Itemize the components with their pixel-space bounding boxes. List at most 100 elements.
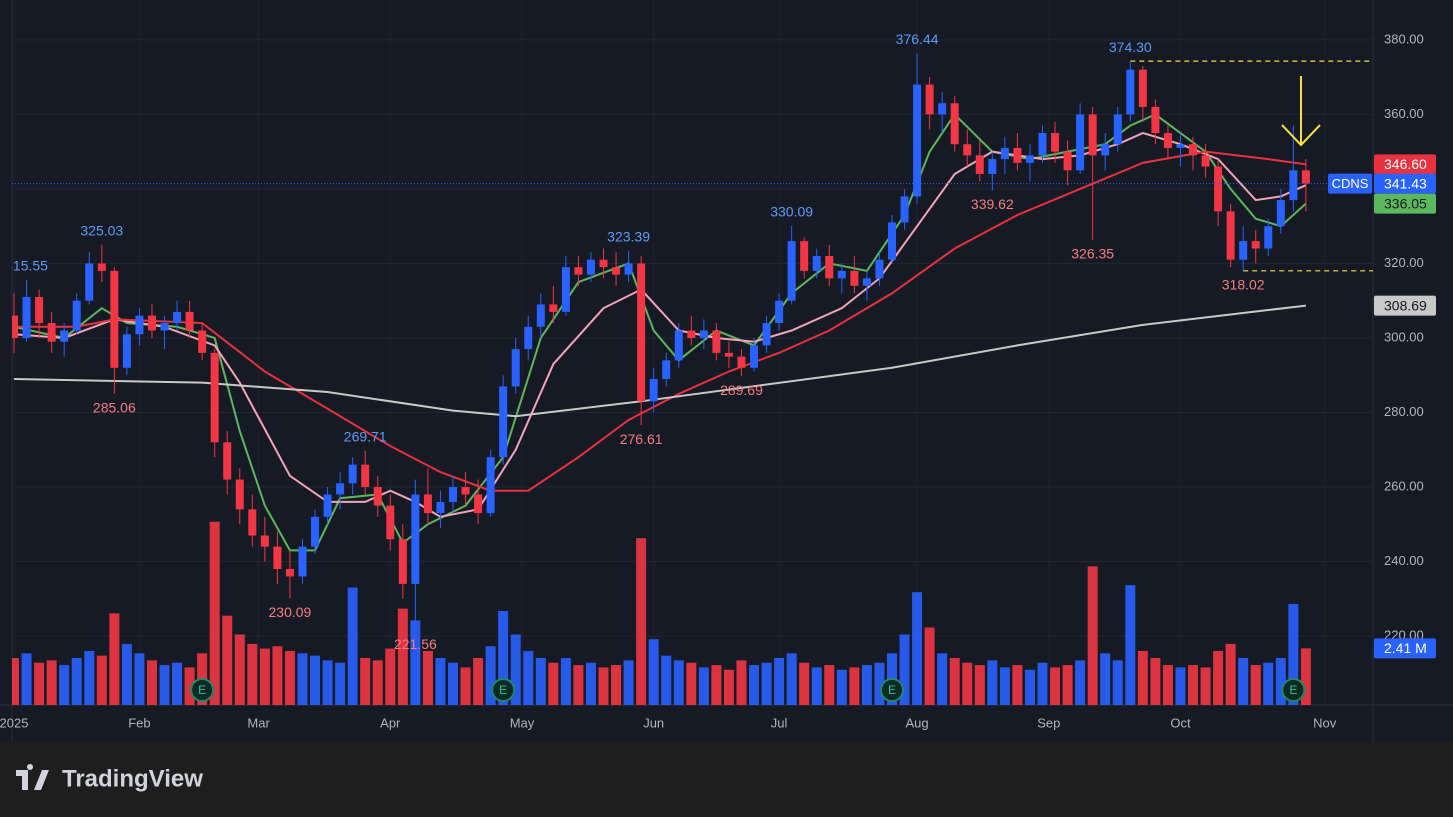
candle-body: [900, 196, 909, 223]
high-label: 330.09: [770, 204, 813, 220]
volume-bar: [1125, 585, 1136, 705]
candle-body: [1101, 144, 1110, 156]
candle-body: [1063, 151, 1072, 171]
candle-body: [1264, 226, 1273, 249]
volume-bar: [1188, 665, 1199, 705]
volume-bar: [272, 646, 283, 705]
volume-bar: [422, 650, 433, 705]
candle-body: [837, 270, 846, 279]
candle-body: [712, 330, 721, 353]
price-tag: [1374, 295, 1436, 316]
candle-body: [323, 494, 332, 517]
candle-body: [662, 360, 671, 379]
x-tick-label: Apr: [380, 715, 401, 730]
candle-body: [285, 568, 294, 577]
candle-body: [198, 330, 207, 353]
volume-bar: [949, 658, 960, 705]
x-tick-label: 2025: [0, 715, 28, 730]
arrow-head: [1281, 124, 1321, 147]
y-tick-label: 280.00: [1384, 404, 1424, 419]
candle-body: [72, 300, 81, 331]
volume-bar: [924, 627, 935, 705]
symbol-tag-label: CDNS: [1332, 176, 1369, 191]
candle-body: [875, 259, 884, 279]
volume-bar: [247, 643, 258, 705]
earnings-badge: [190, 678, 215, 702]
candle-body: [361, 464, 370, 488]
volume-bar: [59, 665, 70, 705]
volume-bar: [184, 667, 195, 705]
volume-bar: [523, 650, 534, 705]
candle-body: [336, 483, 345, 495]
candle-body: [260, 535, 269, 547]
volume-bar: [259, 648, 270, 705]
volume-bar: [987, 660, 998, 705]
candle-body: [963, 144, 972, 156]
candle-body: [1051, 133, 1060, 152]
candle-body: [637, 263, 646, 402]
candle-body: [1163, 133, 1172, 148]
candle-body: [1126, 69, 1135, 115]
candle-body: [536, 304, 545, 327]
candle-body: [147, 315, 156, 331]
volume-bar: [460, 667, 471, 705]
plot-area: 315.55 325.03 269.71 323.39 330.09 376.44 374.…: [12, 31, 1373, 705]
candle-body: [60, 330, 69, 342]
candle-body: [913, 84, 922, 197]
volume-bar: [121, 643, 132, 705]
candle-body: [386, 505, 395, 540]
candle-body: [1138, 69, 1147, 107]
earnings-label: E: [198, 683, 206, 697]
volume-bar: [573, 665, 584, 705]
volume-bar: [397, 608, 408, 705]
x-tick-label: Nov: [1313, 715, 1337, 730]
earnings-label: E: [499, 683, 507, 697]
price-tag-label: 346.60: [1384, 156, 1427, 172]
low-label: 276.61: [620, 431, 663, 447]
x-tick-label: Aug: [906, 715, 929, 730]
volume-bar: [360, 658, 371, 705]
volume-bar: [598, 667, 609, 705]
candle-body: [35, 296, 44, 324]
volume-bar: [21, 653, 32, 705]
candle-body: [674, 330, 683, 361]
price-tag-label: 308.69: [1384, 297, 1427, 313]
volume-bar: [1100, 653, 1111, 705]
volume-bar: [347, 587, 358, 705]
candle-body: [988, 159, 997, 175]
footer-background: [0, 742, 1453, 817]
logo-icon: [16, 764, 49, 790]
volume-bar: [134, 653, 145, 705]
candle-body: [561, 267, 570, 312]
candle-body: [448, 487, 457, 502]
low-label: 326.35: [1071, 245, 1114, 261]
x-tick-label: Feb: [128, 715, 150, 730]
volume-bar: [146, 660, 157, 705]
volume-bar: [799, 662, 810, 705]
candle-body: [248, 509, 257, 536]
candle-body: [1113, 114, 1122, 145]
candle-body: [1000, 147, 1009, 160]
high-label: 376.44: [896, 31, 939, 47]
candle-body: [850, 270, 859, 286]
brand-name: TradingView: [62, 765, 203, 792]
volume-bar: [673, 660, 684, 705]
volume-bar: [12, 658, 20, 705]
moving-average-line: [13, 304, 1307, 418]
symbol-tag: [1328, 173, 1372, 194]
candle-body: [1301, 170, 1310, 184]
candle-body: [975, 155, 984, 175]
x-tick-label: Oct: [1170, 715, 1191, 730]
candle-body: [122, 334, 131, 368]
y-tick-label: 240.00: [1384, 553, 1424, 568]
price-tag: [1374, 173, 1436, 194]
candle-body: [273, 546, 282, 569]
low-label: 318.02: [1222, 277, 1265, 293]
candle-body: [474, 494, 483, 514]
candle-body: [47, 323, 56, 342]
volume-bar: [1075, 660, 1086, 705]
candle-body: [624, 263, 633, 275]
volume-bar: [535, 658, 546, 705]
volume-bar: [686, 662, 697, 705]
